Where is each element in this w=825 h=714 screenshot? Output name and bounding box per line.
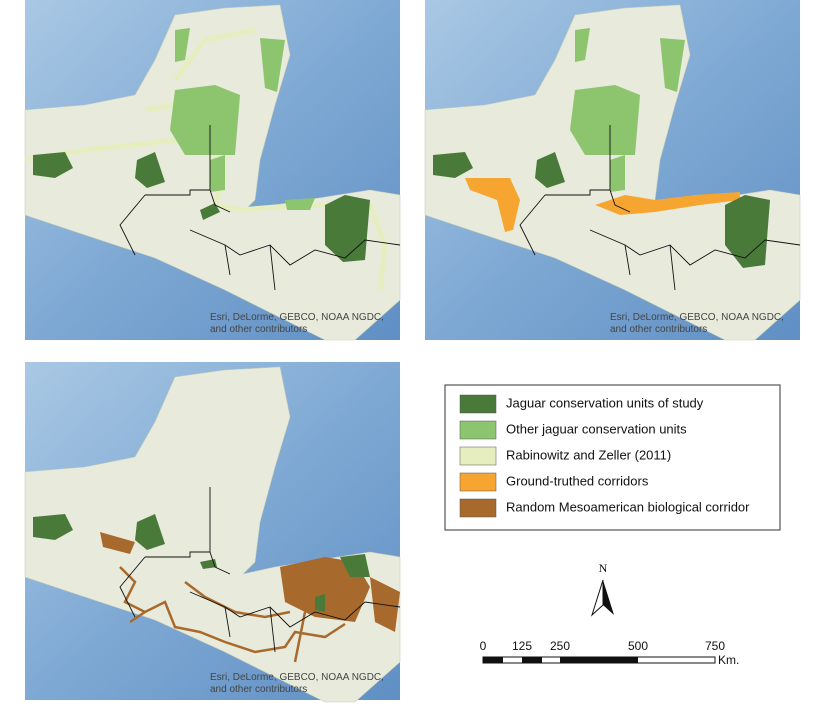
north-label: N <box>599 561 608 575</box>
map-panel: Esri, DeLorme, GEBCO, NOAA NGDC, and oth… <box>24 0 401 341</box>
scale-unit: Km. <box>718 653 739 667</box>
attribution: and other contributors <box>210 324 307 335</box>
legend-label: Ground-truthed corridors <box>506 473 649 488</box>
legend-swatch <box>459 472 497 492</box>
legend-swatch <box>459 446 497 466</box>
scale-label: 250 <box>550 639 570 653</box>
attribution: Esri, DeLorme, GEBCO, NOAA NGDC, <box>610 312 784 323</box>
map-panel: Esri, DeLorme, GEBCO, NOAA NGDC, and oth… <box>424 0 801 341</box>
attribution: and other contributors <box>210 684 307 695</box>
scale-label: 125 <box>512 639 532 653</box>
legend-label: Random Mesoamerican biological corridor <box>506 499 750 514</box>
scale-label: 500 <box>628 639 648 653</box>
study-units <box>33 152 370 262</box>
attribution: Esri, DeLorme, GEBCO, NOAA NGDC, <box>210 672 384 683</box>
legend-box <box>444 384 781 531</box>
scale-label: 0 <box>480 639 487 653</box>
random-corridor-lines <box>119 566 346 663</box>
corridors <box>24 27 388 291</box>
scale-label: 750 <box>705 639 725 653</box>
north-arrow: N <box>590 561 614 617</box>
ground-truthed <box>465 178 740 232</box>
legend-label: Jaguar conservation units of study <box>506 395 704 410</box>
legend-swatch <box>459 498 497 518</box>
attribution: and other contributors <box>610 324 707 335</box>
study-units <box>33 514 370 612</box>
legend: Jaguar conservation units of study Other … <box>444 384 781 531</box>
attribution: Esri, DeLorme, GEBCO, NOAA NGDC, <box>210 312 384 323</box>
legend-label: Other jaguar conservation units <box>506 421 687 436</box>
legend-swatch <box>459 394 497 414</box>
other-units <box>570 28 685 192</box>
legend-label: Rabinowitz and Zeller (2011) <box>506 447 671 462</box>
legend-swatch <box>459 420 497 440</box>
study-units <box>433 152 770 268</box>
other-units <box>170 28 315 210</box>
map-panel: Esri, DeLorme, GEBCO, NOAA NGDC, and oth… <box>24 362 401 703</box>
